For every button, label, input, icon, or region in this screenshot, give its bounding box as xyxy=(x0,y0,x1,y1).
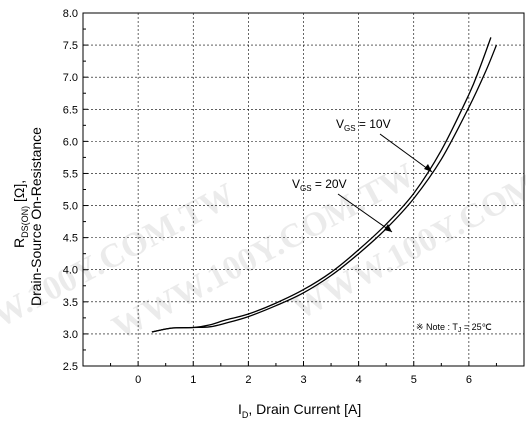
annotation-arrow-20v xyxy=(337,193,393,233)
series-line-vgs-20v xyxy=(151,44,498,333)
arrowhead-10v xyxy=(424,164,432,172)
x-tick-label: 2 xyxy=(245,374,251,386)
grid xyxy=(83,13,524,366)
arrowhead-20v xyxy=(384,224,392,232)
x-axis-title: ID, Drain Current [A] xyxy=(238,401,361,420)
y-axis-title: RDS(ON) [Ω], Drain-Source On-Resistance xyxy=(11,127,44,306)
x-tick-label: 6 xyxy=(466,374,472,386)
x-tick-label: 3 xyxy=(300,374,306,386)
x-tick-label: 4 xyxy=(356,374,362,386)
y-tick-label: 4.5 xyxy=(63,233,78,245)
y-tick-label: 2.5 xyxy=(63,361,78,373)
y-tick-label: 6.5 xyxy=(63,104,78,116)
watermark-layer: WWW.100Y.COM.TWWWW.100Y.COM.TWWWW.100Y.C… xyxy=(0,136,526,367)
annotation-vgs-10v: VGS = 10V xyxy=(336,117,391,133)
x-tick-label: 5 xyxy=(411,374,417,386)
annotation-arrow-10v xyxy=(379,133,433,173)
note-text: ※ Note : TJ = 25℃ xyxy=(416,322,492,334)
tick-marks xyxy=(83,12,497,367)
y-tick-label: 5.0 xyxy=(63,201,78,213)
series-layer xyxy=(151,37,498,333)
y-tick-label: 5.5 xyxy=(63,168,78,180)
x-tick-labels: 0 1 2 3 4 5 6 xyxy=(135,374,472,386)
annotation-vgs-20v: VGS = 20V xyxy=(292,177,347,193)
y-tick-label: 3.5 xyxy=(63,297,78,309)
y-axis-title-line1: RDS(ON) [Ω], xyxy=(11,180,30,248)
y-axis-title-line2: Drain-Source On-Resistance xyxy=(28,127,44,306)
y-tick-label: 6.0 xyxy=(63,136,78,148)
y-tick-labels: 2.5 3.0 3.5 4.0 4.5 5.0 5.5 6.0 6.5 7.0 7.5 8.0 xyxy=(63,8,78,373)
y-tick-label: 4.0 xyxy=(63,265,78,277)
x-tick-label: 0 xyxy=(135,374,141,386)
y-tick-label: 8.0 xyxy=(63,8,78,20)
series-line-vgs-10v xyxy=(151,37,492,333)
x-tick-label: 1 xyxy=(190,374,196,386)
y-tick-label: 7.5 xyxy=(63,40,78,52)
y-tick-label: 3.0 xyxy=(63,329,78,341)
y-tick-label: 7.0 xyxy=(63,72,78,84)
